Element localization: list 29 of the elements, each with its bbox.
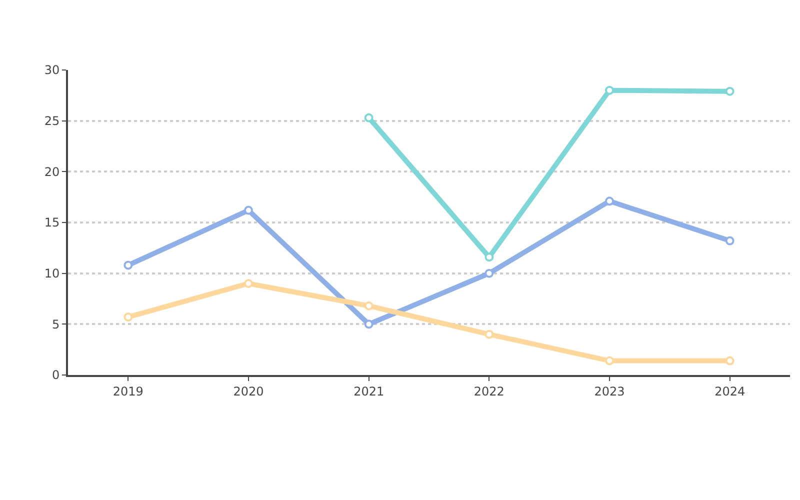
point — [244, 279, 253, 288]
point — [605, 196, 614, 206]
point — [725, 236, 734, 246]
point — [364, 113, 374, 122]
point — [484, 330, 494, 339]
point — [244, 206, 253, 215]
point — [124, 312, 133, 322]
x-tick-label: 2023 — [594, 384, 625, 398]
point — [484, 268, 494, 278]
y-tick-label: 5 — [52, 317, 60, 332]
point — [124, 260, 133, 270]
x-tick-label: 2021 — [354, 384, 384, 398]
y-tick-label: 30 — [44, 63, 60, 78]
point — [364, 320, 374, 329]
x-tick-label: 2020 — [233, 384, 264, 398]
point — [605, 356, 614, 366]
x-tick-label: 2024 — [714, 384, 746, 398]
y-tick-label: 0 — [52, 368, 60, 382]
x-tick-label: 2022 — [474, 384, 504, 398]
y-tick-label: 25 — [44, 114, 60, 128]
y-tick-label: 20 — [44, 164, 60, 179]
point — [484, 252, 494, 262]
y-tick-label: 10 — [44, 266, 60, 281]
point — [725, 356, 734, 366]
point — [605, 86, 614, 95]
point — [364, 301, 374, 310]
x-tick-label: 2019 — [112, 384, 144, 398]
point — [725, 86, 734, 96]
y-tick-label: 15 — [44, 216, 60, 230]
